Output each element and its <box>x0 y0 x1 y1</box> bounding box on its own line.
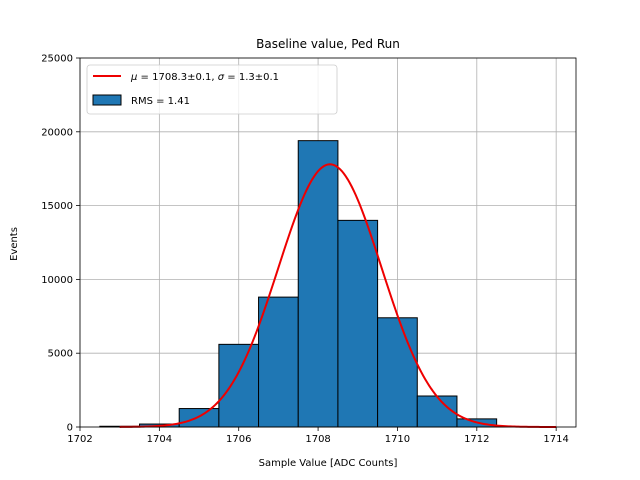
legend-mu-symbol: μ <box>130 72 137 83</box>
plot-area-frame <box>79 57 577 428</box>
legend: μ = 1708.3±0.1, σ = 1.3±0.1 RMS = 1.41 <box>86 64 338 115</box>
x-tick-label: 1710 <box>385 434 410 445</box>
y-tick-label: 25000 <box>41 54 73 65</box>
x-tick-label: 1712 <box>464 434 489 445</box>
y-tick-label: 20000 <box>41 127 73 138</box>
histogram-bar <box>218 343 260 428</box>
x-tick-label: 1708 <box>305 434 330 445</box>
x-tick-label: 1714 <box>543 434 568 445</box>
legend-mu-value: = 1708.3±0.1, <box>137 72 217 83</box>
y-tick-label: 0 <box>67 423 73 434</box>
x-tick-label: 1706 <box>226 434 251 445</box>
histogram-bar <box>178 408 220 428</box>
y-tick-label: 15000 <box>41 201 73 212</box>
chart-title: Baseline value, Ped Run <box>256 37 400 51</box>
legend-hist-label: RMS = 1.41 <box>131 96 190 107</box>
legend-sigma-symbol: σ <box>218 72 225 83</box>
x-axis-ticks: 1702 1704 1706 1708 1710 1712 1714 <box>67 427 569 445</box>
y-axis-ticks: 0 5000 10000 15000 20000 25000 <box>41 54 80 434</box>
y-tick-label: 10000 <box>41 275 73 286</box>
histogram-bar <box>416 395 458 428</box>
y-axis-label: Events <box>9 227 20 261</box>
legend-hist-swatch <box>92 94 122 106</box>
histogram-bars <box>99 140 537 428</box>
x-tick-label: 1704 <box>147 434 172 445</box>
y-tick-label: 5000 <box>48 349 73 360</box>
x-tick-label: 1702 <box>67 434 92 445</box>
legend-box <box>86 64 338 115</box>
legend-fit-label: μ = 1708.3±0.1, σ = 1.3±0.1 <box>130 72 279 83</box>
histogram-bar <box>258 296 299 428</box>
x-axis-label: Sample Value [ADC Counts] <box>259 458 398 469</box>
gaussian-fit-curve <box>119 163 557 428</box>
histogram-bar <box>337 219 379 428</box>
histogram-bar <box>377 317 418 428</box>
legend-sigma-value: = 1.3±0.1 <box>224 72 279 83</box>
histogram-bar <box>297 140 339 428</box>
